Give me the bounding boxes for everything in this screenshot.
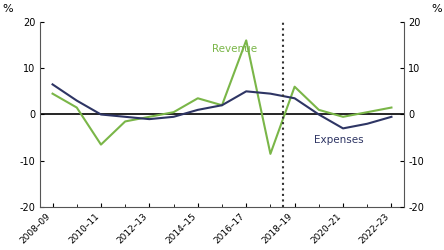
Text: Revenue: Revenue xyxy=(212,44,258,54)
Text: %: % xyxy=(431,4,441,15)
Text: Expenses: Expenses xyxy=(314,135,364,145)
Text: %: % xyxy=(3,4,13,15)
